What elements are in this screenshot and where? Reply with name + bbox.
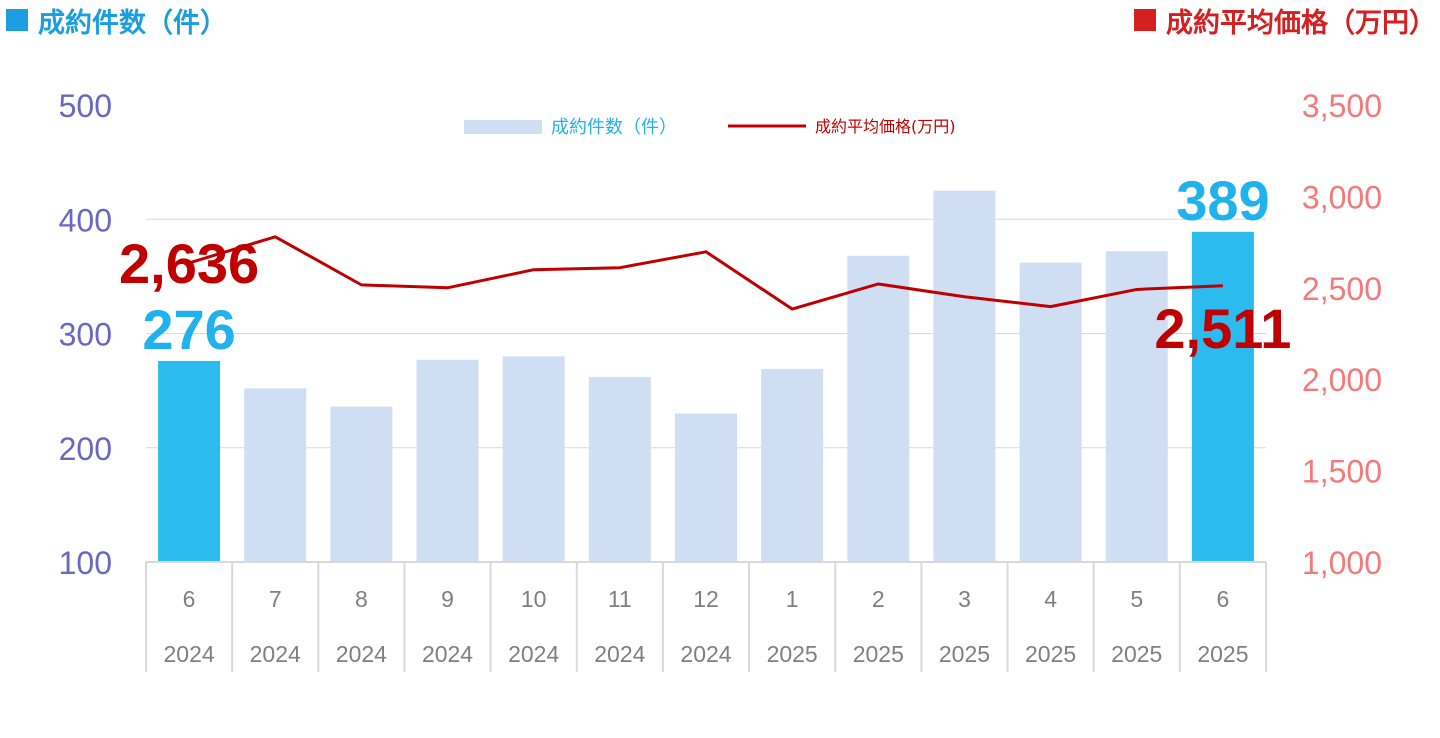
year-label: 2025 [853, 641, 904, 667]
year-label: 2024 [594, 641, 645, 667]
month-label: 6 [183, 586, 196, 612]
year-label: 2025 [939, 641, 990, 667]
price-data-label: 2,636 [119, 232, 259, 295]
legend-bar-label: 成約件数（件） [551, 117, 677, 138]
header-left: 成約件数（件） [6, 0, 227, 40]
header-right: 成約平均価格（万円） [1134, 0, 1436, 40]
month-label: 2 [872, 586, 885, 612]
year-label: 2024 [508, 641, 559, 667]
count-bar [761, 368, 824, 562]
month-label: 3 [958, 586, 971, 612]
right-axis-tick: 3,000 [1302, 179, 1382, 215]
count-bar [588, 376, 651, 562]
month-label: 5 [1130, 586, 1143, 612]
count-bar [158, 360, 221, 562]
month-label: 4 [1044, 586, 1057, 612]
right-axis-tick: 3,500 [1302, 88, 1382, 124]
header-left-title: 成約件数（件） [38, 7, 227, 39]
count-bar [675, 413, 737, 562]
month-label: 8 [355, 586, 368, 612]
legend-line-label: 成約平均価格(万円) [815, 117, 956, 136]
right-axis-tick: 2,000 [1302, 362, 1382, 398]
count-bar [502, 356, 565, 562]
count-bar [416, 359, 479, 562]
price-line [188, 235, 1223, 311]
right-axis-tick: 1,000 [1302, 545, 1382, 581]
month-label: 7 [269, 586, 282, 612]
year-label: 2024 [680, 641, 731, 667]
left-axis-tick: 400 [59, 202, 112, 238]
year-label: 2024 [336, 641, 387, 667]
year-label: 2025 [1197, 641, 1248, 667]
month-label: 9 [441, 586, 454, 612]
month-label: 10 [521, 586, 547, 612]
left-axis-tick: 500 [59, 88, 112, 124]
year-label: 2024 [163, 641, 214, 667]
count-bar [1191, 231, 1254, 562]
count-bar [330, 406, 393, 562]
month-label: 11 [608, 586, 632, 612]
count-data-label: 389 [1176, 169, 1269, 232]
price-legend-square-icon [1134, 9, 1156, 31]
year-label: 2025 [767, 641, 818, 667]
month-label: 12 [693, 586, 719, 612]
count-bar [1019, 262, 1082, 562]
count-bar [933, 190, 996, 562]
right-axis-tick: 1,500 [1302, 454, 1382, 490]
right-axis-tick: 2,500 [1302, 271, 1382, 307]
legend-bar-swatch [464, 120, 542, 134]
count-bar [847, 255, 910, 562]
count-bar [244, 388, 307, 562]
price-data-label: 2,511 [1154, 297, 1291, 360]
year-label: 2025 [1111, 641, 1162, 667]
header-right-title: 成約平均価格（万円） [1166, 7, 1436, 39]
year-label: 2024 [250, 641, 301, 667]
count-legend-square-icon [6, 9, 28, 31]
left-axis-tick: 100 [59, 545, 112, 581]
year-label: 2025 [1025, 641, 1076, 667]
left-axis-tick: 200 [59, 431, 112, 467]
month-label: 6 [1217, 586, 1230, 612]
year-label: 2024 [422, 641, 473, 667]
count-data-label: 276 [142, 298, 235, 361]
left-axis-tick: 300 [59, 317, 112, 353]
month-label: 1 [786, 586, 799, 612]
count-bar [1105, 251, 1168, 563]
